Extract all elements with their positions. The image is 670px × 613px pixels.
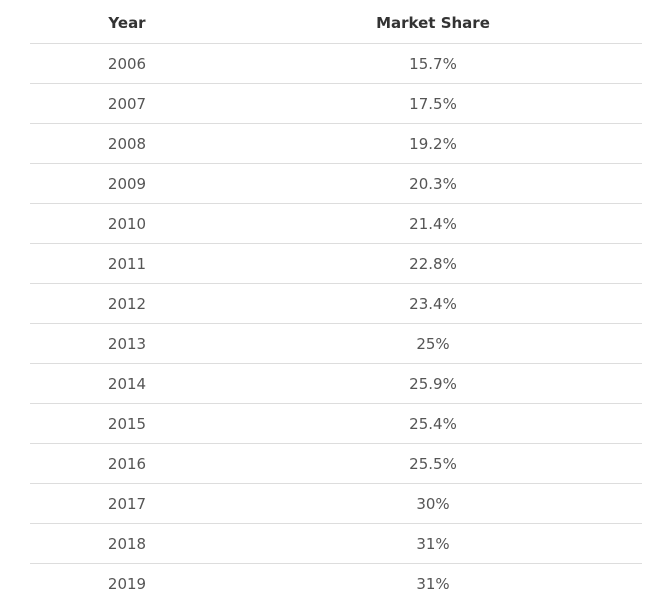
year-cell: 2012 <box>30 283 224 324</box>
column-header-market-share: Market Share <box>224 3 642 44</box>
year-cell: 2008 <box>30 123 224 164</box>
year-cell: 2015 <box>30 403 224 444</box>
year-cell: 2016 <box>30 443 224 484</box>
market-share-cell: 17.5% <box>224 83 642 124</box>
market-share-cell: 31% <box>416 574 450 593</box>
table-row: 2008 19.2% <box>30 123 642 164</box>
market-share-table-container: Year Market Share 2006 15.7% 2007 17.5% 2008… <box>30 3 642 603</box>
market-share-cell: 20.3% <box>224 163 642 204</box>
year-cell: 2007 <box>30 83 224 124</box>
table-row: 2015 25.4% <box>30 403 642 444</box>
table-row: 2006 15.7% <box>30 43 642 84</box>
year-cell: 2013 <box>30 323 224 364</box>
year-cell: 2011 <box>30 243 224 284</box>
table-row: 2010 21.4% <box>30 203 642 244</box>
table-body: 2006 15.7% 2007 17.5% 2008 19.2% 2009 20.3% 2010… <box>30 43 642 604</box>
table-row: 2018 31% <box>30 523 642 564</box>
table-row: 2014 25.9% <box>30 363 642 404</box>
year-cell: 2018 <box>30 523 224 564</box>
market-share-cell: 25.5% <box>224 443 642 484</box>
table-row: 2012 23.4% <box>30 283 642 324</box>
table-row: 2009 20.3% <box>30 163 642 204</box>
market-share-cell: 22.8% <box>224 243 642 284</box>
market-share-cell: 25% <box>224 323 642 364</box>
market-share-cell: 31% <box>224 523 642 564</box>
header-row: Year Market Share <box>30 3 642 44</box>
year-cell: 2010 <box>30 203 224 244</box>
year-cell: 2017 <box>30 483 224 524</box>
table-row: 2016 25.5% <box>30 443 642 484</box>
table-header: Year Market Share <box>30 3 642 44</box>
market-share-cell: 30% <box>224 483 642 524</box>
year-cell: 2014 <box>30 363 224 404</box>
table-row: 2011 22.8% <box>30 243 642 284</box>
table-row: 2019 31% <box>30 564 642 604</box>
market-share-cell: 15.7% <box>224 43 642 84</box>
year-cell: 2006 <box>30 43 224 84</box>
column-header-year: Year <box>30 3 224 44</box>
year-cell: 2009 <box>30 163 224 204</box>
market-share-cell: 25.4% <box>224 403 642 444</box>
table-row: 2013 25% <box>30 323 642 364</box>
market-share-table: Year Market Share 2006 15.7% 2007 17.5% 2008… <box>30 3 642 603</box>
market-share-cell: 25.9% <box>224 363 642 404</box>
market-share-cell: 19.2% <box>224 123 642 164</box>
market-share-cell: 21.4% <box>224 203 642 244</box>
market-share-cell: 23.4% <box>224 283 642 324</box>
table-row: 2017 30% <box>30 483 642 524</box>
year-cell: 2019 <box>107 574 147 593</box>
table-row: 2007 17.5% <box>30 83 642 124</box>
